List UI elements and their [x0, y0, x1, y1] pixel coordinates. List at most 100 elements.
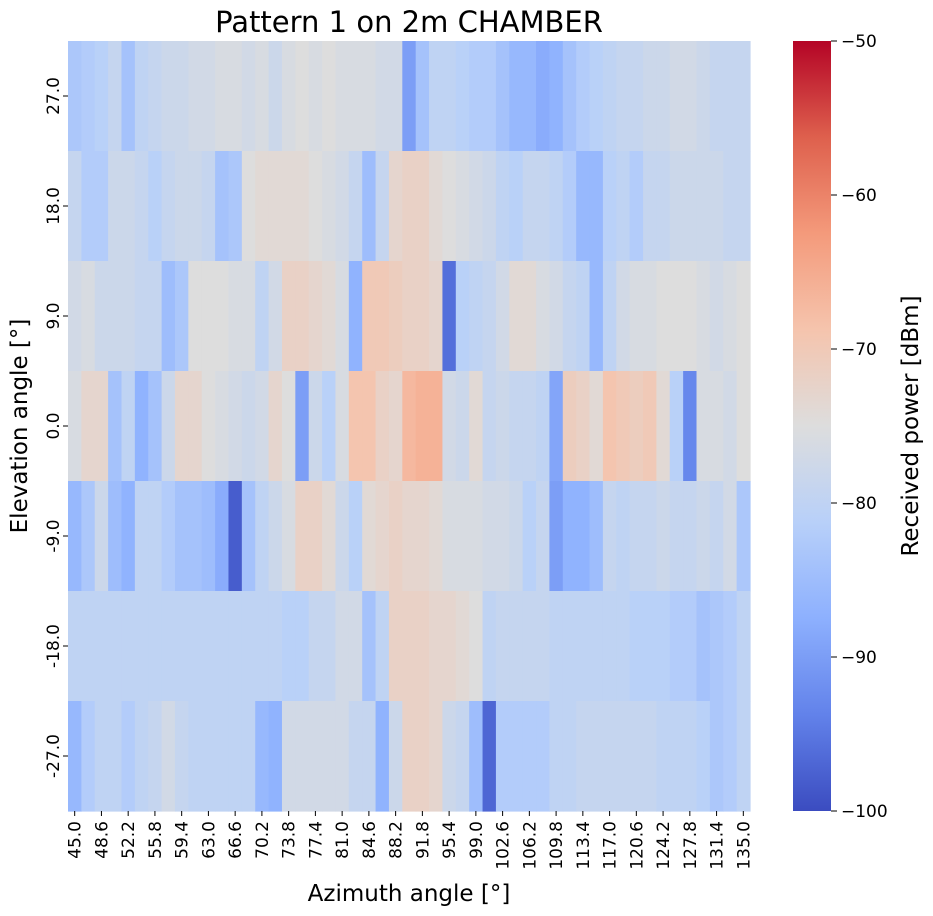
heatmap-cell: [683, 701, 698, 812]
heatmap-cell: [281, 151, 296, 262]
heatmap-cell: [388, 701, 403, 812]
heatmap-cell: [736, 481, 751, 592]
heatmap-cell: [602, 261, 617, 372]
heatmap-cell: [455, 591, 470, 702]
heatmap-cell: [643, 261, 657, 372]
y-tick-label: 9.0: [44, 302, 64, 329]
heatmap-cell: [455, 481, 470, 592]
heatmap-cell: [188, 261, 203, 372]
heatmap-cell: [215, 481, 230, 592]
y-tick-label: -18.0: [44, 624, 64, 668]
heatmap-cell: [174, 151, 189, 262]
heatmap-cell: [335, 371, 350, 482]
heatmap-cell: [562, 41, 577, 152]
heatmap-cell: [455, 701, 470, 812]
x-tick-label: 91.8: [413, 821, 433, 859]
heatmap-cell: [656, 151, 671, 262]
heatmap-cell: [442, 151, 457, 262]
heatmap-cell: [148, 151, 163, 262]
heatmap-cell: [643, 151, 657, 262]
heatmap-cell: [629, 591, 644, 702]
heatmap-cell: [68, 371, 82, 482]
heatmap-cell: [322, 481, 337, 592]
heatmap-cell: [576, 481, 591, 592]
heatmap-cell: [241, 591, 256, 702]
heatmap-cell: [709, 41, 724, 152]
heatmap-cell: [228, 261, 243, 372]
heatmap-cell: [348, 481, 363, 592]
colorbar: [793, 41, 831, 811]
heatmap-cell: [255, 701, 270, 812]
heatmap-cell: [629, 41, 644, 152]
heatmap-cell: [362, 591, 377, 702]
heatmap-cell: [322, 371, 337, 482]
heatmap-cell: [576, 41, 591, 152]
heatmap-cell: [308, 591, 323, 702]
x-tick-label: 70.2: [253, 821, 273, 859]
heatmap-cell: [656, 371, 671, 482]
colorbar-ticks: −50 −60 −70 −80 −90 −100: [831, 32, 888, 822]
x-tick-label: 52.2: [119, 821, 139, 859]
heatmap-cell: [509, 41, 524, 152]
heatmap-cell: [669, 701, 684, 812]
heatmap-cell: [108, 371, 123, 482]
heatmap-cell: [723, 151, 738, 262]
heatmap-cell: [322, 41, 337, 152]
heatmap-cell: [509, 261, 524, 372]
heatmap-cell: [495, 591, 510, 702]
heatmap-cell: [576, 591, 591, 702]
heatmap-cell: [121, 481, 136, 592]
heatmap-cell: [281, 701, 296, 812]
heatmap-cell: [94, 591, 109, 702]
heatmap-cell: [134, 41, 149, 152]
heatmap-cell: [335, 481, 350, 592]
heatmap-cell: [81, 481, 96, 592]
heatmap-cell: [402, 481, 417, 592]
heatmap-cell: [81, 371, 96, 482]
heatmap-cell: [201, 591, 216, 702]
heatmap-cell: [268, 701, 283, 812]
heatmap-cell: [174, 481, 189, 592]
heatmap-cell: [362, 371, 377, 482]
heatmap-cell: [429, 701, 444, 812]
heatmap-cell: [281, 261, 296, 372]
heatmap-cell: [415, 371, 430, 482]
heatmap-cell: [161, 41, 176, 152]
heatmap-cell: [188, 481, 203, 592]
x-tick-label: 48.6: [92, 821, 112, 859]
heatmap-cell: [255, 591, 270, 702]
heatmap-cell: [482, 371, 497, 482]
heatmap-cell: [201, 371, 216, 482]
heatmap-cell: [121, 261, 136, 372]
heatmap-cell: [629, 701, 644, 812]
x-axis-label: Azimuth angle [°]: [308, 881, 511, 907]
heatmap-cell: [228, 481, 243, 592]
heatmap-cell: [388, 261, 403, 372]
heatmap-cell: [643, 591, 657, 702]
heatmap-cell: [602, 371, 617, 482]
heatmap-cell: [241, 701, 256, 812]
heatmap-cell: [696, 701, 711, 812]
heatmap-cell: [415, 151, 430, 262]
heatmap-cell: [589, 701, 604, 812]
y-tick-label: -9.0: [44, 519, 64, 552]
x-tick-label: 66.6: [226, 821, 246, 859]
heatmap-cell: [736, 591, 751, 702]
heatmap-cell: [616, 41, 631, 152]
heatmap-cell: [643, 701, 657, 812]
heatmap-cell: [536, 371, 551, 482]
x-tick-labels: 45.0 48.6 52.2 55.8 59.4 63.0 66.6 70.2 73.8 77.4…: [66, 811, 754, 870]
heatmap-cell: [308, 41, 323, 152]
heatmap-cell: [576, 151, 591, 262]
heatmap-cell: [308, 371, 323, 482]
heatmap-cell: [108, 701, 123, 812]
x-tick-label: 131.4: [708, 821, 728, 870]
x-tick-label: 113.4: [574, 821, 594, 870]
heatmap-cell: [683, 41, 698, 152]
heatmap-cell: [589, 151, 604, 262]
heatmap-cell: [201, 41, 216, 152]
x-tick-label: 135.0: [734, 821, 754, 870]
heatmap-cell: [709, 151, 724, 262]
y-tick-label: 27.0: [44, 77, 64, 115]
heatmap-cell: [522, 261, 537, 372]
